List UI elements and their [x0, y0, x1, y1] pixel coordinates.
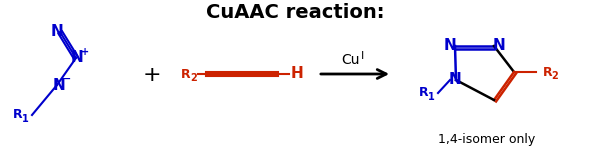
Text: 1,4-isomer only: 1,4-isomer only: [439, 134, 536, 146]
Text: N: N: [449, 73, 461, 88]
Text: I: I: [361, 51, 365, 61]
Text: N: N: [53, 77, 65, 93]
Text: 1: 1: [428, 92, 434, 102]
Text: −: −: [63, 74, 71, 84]
Text: H: H: [290, 67, 304, 81]
Text: N: N: [50, 25, 64, 39]
Text: R: R: [13, 109, 23, 121]
Text: +: +: [81, 47, 89, 57]
Text: 2: 2: [191, 73, 197, 83]
Text: 1: 1: [22, 114, 28, 124]
Text: N: N: [443, 38, 457, 53]
Text: CuAAC reaction:: CuAAC reaction:: [206, 3, 384, 22]
Text: +: +: [143, 65, 161, 85]
Text: R: R: [543, 66, 553, 78]
Text: 2: 2: [551, 71, 559, 81]
Text: R: R: [419, 87, 429, 99]
Text: Cu: Cu: [342, 53, 360, 67]
Text: N: N: [71, 51, 83, 66]
Text: N: N: [493, 38, 505, 53]
Text: R: R: [181, 68, 191, 80]
